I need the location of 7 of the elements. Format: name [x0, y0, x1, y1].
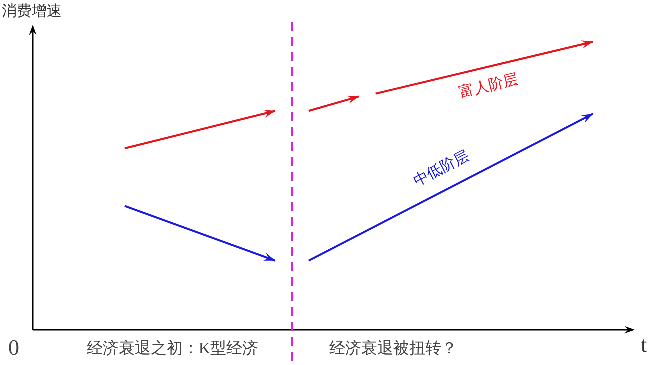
text: 经济衰退被扭转？ [330, 340, 458, 358]
y-axis-title: 消费增速 [2, 3, 62, 20]
text: 经济衰退之初：K型经济 [86, 340, 258, 358]
text: 中低阶层 [410, 147, 472, 190]
x-axis-title: t [641, 332, 648, 357]
text: 富人阶层 [458, 71, 520, 102]
text: 0 [8, 335, 20, 360]
